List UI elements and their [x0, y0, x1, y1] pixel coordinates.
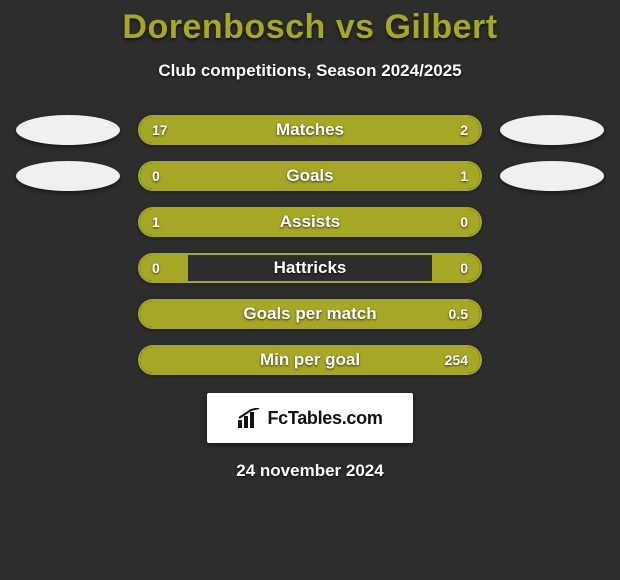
- stat-value-right: 2: [460, 122, 468, 138]
- stat-row: Goals 0 1: [0, 161, 620, 191]
- bar-fill-left: [140, 301, 188, 327]
- page-title: Dorenbosch vs Gilbert: [0, 8, 620, 47]
- bar-fill-right: [415, 209, 480, 235]
- stat-row: Assists 1 0: [0, 207, 620, 237]
- stat-bar: Min per goal 254: [138, 345, 482, 375]
- stat-label: Min per goal: [260, 350, 360, 370]
- stat-value-left: 17: [152, 122, 168, 138]
- player-avatar-right: [500, 161, 604, 191]
- bar-fill-left: [140, 117, 405, 143]
- stat-row: Goals per match 0.5: [0, 299, 620, 329]
- stat-value-left: 0: [152, 260, 160, 276]
- bar-fill-left: [140, 255, 188, 281]
- stat-value-left: 1: [152, 214, 160, 230]
- comparison-card: Dorenbosch vs Gilbert Club competitions,…: [0, 0, 620, 580]
- stat-bar: Hattricks 0 0: [138, 253, 482, 283]
- stat-bar: Assists 1 0: [138, 207, 482, 237]
- stat-value-right: 254: [445, 352, 468, 368]
- stat-rows: Matches172Goals01Assists10Hattricks00Goa…: [0, 115, 620, 375]
- bar-fill-left: [140, 163, 205, 189]
- player-avatar-left: [16, 115, 120, 145]
- bar-fill-left: [140, 209, 415, 235]
- brand-badge: FcTables.com: [207, 393, 413, 443]
- player-avatar-left: [16, 161, 120, 191]
- stat-label: Matches: [276, 120, 344, 140]
- brand-text: FcTables.com: [267, 408, 382, 429]
- bar-fill-right: [405, 117, 480, 143]
- player-avatar-right: [500, 115, 604, 145]
- stat-label: Assists: [280, 212, 340, 232]
- page-subtitle: Club competitions, Season 2024/2025: [0, 61, 620, 81]
- stat-bar: Goals per match 0.5: [138, 299, 482, 329]
- stat-label: Hattricks: [274, 258, 347, 278]
- stat-row: Hattricks 0 0: [0, 253, 620, 283]
- stat-value-right: 0.5: [449, 306, 468, 322]
- bar-fill-left: [140, 347, 188, 373]
- stat-value-right: 1: [460, 168, 468, 184]
- date-label: 24 november 2024: [0, 461, 620, 481]
- brand-icon: [237, 408, 261, 428]
- stat-label: Goals: [286, 166, 333, 186]
- stat-row: Min per goal 254: [0, 345, 620, 375]
- stat-label: Goals per match: [243, 304, 376, 324]
- stat-value-right: 0: [460, 260, 468, 276]
- stat-bar: Goals 0 1: [138, 161, 482, 191]
- bar-fill-right: [205, 163, 480, 189]
- stat-bar: Matches 17 2: [138, 115, 482, 145]
- bar-fill-right: [432, 255, 480, 281]
- stat-value-left: 0: [152, 168, 160, 184]
- stat-value-right: 0: [460, 214, 468, 230]
- stat-row: Matches 17 2: [0, 115, 620, 145]
